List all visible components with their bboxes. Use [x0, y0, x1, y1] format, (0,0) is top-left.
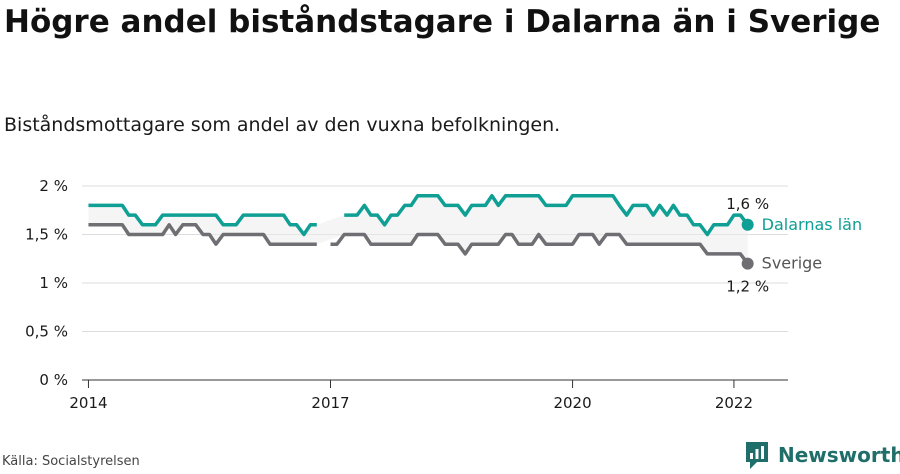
brand-logo-icon [746, 442, 768, 469]
series-label-dalarna: Dalarnas län [762, 215, 862, 234]
x-tick-label: 2014 [69, 394, 107, 412]
y-tick-label: 0,5 % [25, 323, 68, 341]
y-tick-label: 0 % [39, 371, 68, 389]
series-label-sverige: Sverige [762, 254, 823, 273]
series-line-sverige [330, 232, 750, 265]
end-point-sverige [741, 257, 754, 270]
x-tick-label: 2020 [553, 394, 591, 412]
brand-logo: Newsworthy [744, 440, 900, 470]
x-tick-label: 2017 [311, 394, 349, 412]
chart-subtitle: Biståndsmottagare som andel av den vuxna… [4, 114, 561, 136]
series-line-dalarna [344, 193, 750, 237]
end-value-label-dalarna: 1,6 % [726, 195, 769, 213]
series-line-dalarna [88, 203, 317, 237]
y-tick-label: 2 % [39, 177, 68, 195]
series-line-sverige [88, 223, 317, 246]
end-value-label-sverige: 1,2 % [726, 278, 769, 296]
y-tick-label: 1 % [39, 274, 68, 292]
brand-name: Newsworthy [778, 443, 900, 467]
x-tick-label: 2022 [715, 394, 753, 412]
chart-title: Högre andel biståndstagare i Dalarna än … [4, 4, 881, 40]
end-point-dalarna [741, 218, 754, 231]
source-note: Källa: Socialstyrelsen [2, 454, 140, 469]
difference-band [88, 195, 748, 264]
y-tick-label: 1,5 % [25, 226, 68, 244]
